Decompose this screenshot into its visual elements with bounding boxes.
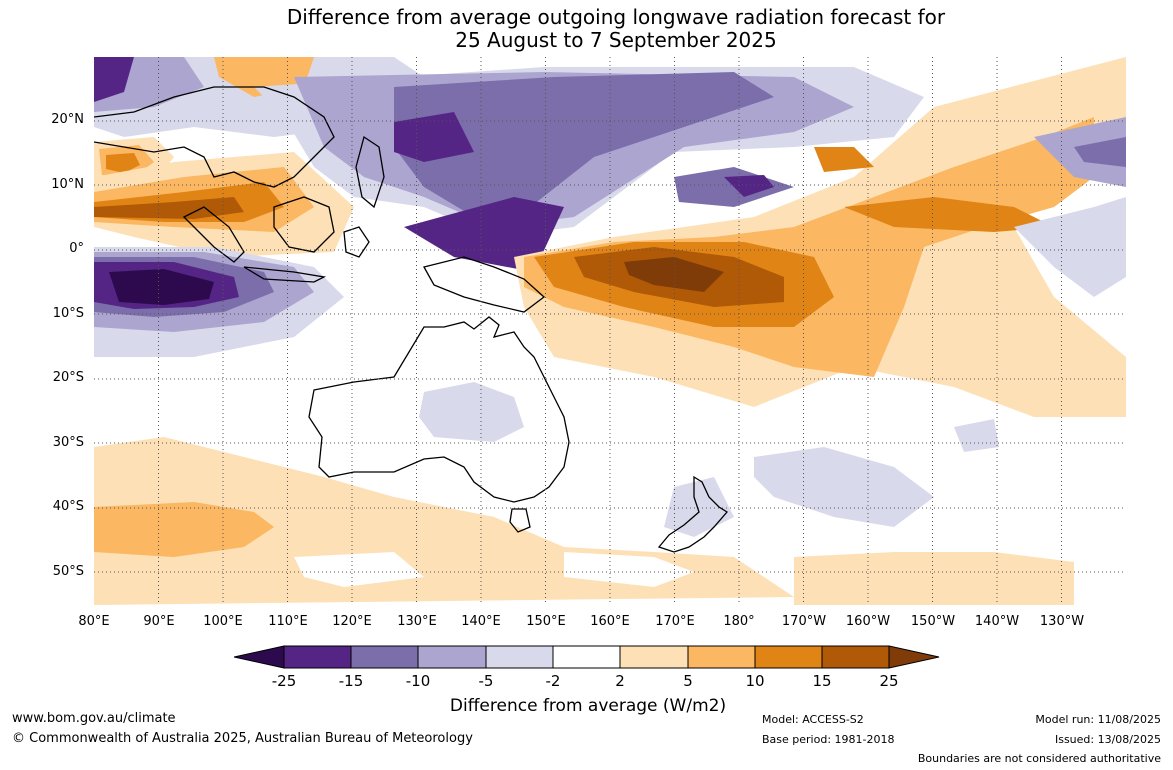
model-text: Model: ACCESS-S2: [762, 713, 864, 726]
issued-text: Issued: 13/08/2025: [1054, 733, 1161, 746]
colorbar: [234, 645, 940, 669]
colorbar-tick-label: -5: [478, 672, 494, 690]
lon-label-170e: 170°E: [655, 614, 695, 629]
tasmania-coastline: [509, 508, 531, 533]
lat-label-10s: 10°S: [52, 306, 84, 321]
colorbar-bin-3: [417, 645, 487, 669]
lat-label-30s: 30°S: [52, 435, 84, 450]
lon-label-80e: 80°E: [78, 614, 110, 629]
lon-label-140e: 140°E: [461, 614, 501, 629]
lon-label-100e: 100°E: [203, 614, 243, 629]
borneo-coastline: [273, 196, 335, 253]
lon-label-150w: 150°W: [910, 614, 956, 629]
colorbar-tick-label: 2: [615, 672, 625, 690]
lon-label-120e: 120°E: [332, 614, 372, 629]
map-title-line-2: 25 August to 7 September 2025: [455, 28, 777, 52]
lat-label-0: 0°: [69, 241, 84, 256]
new-zealand-coastline: [657, 475, 728, 553]
lon-label-90e: 90°E: [143, 614, 175, 629]
lon-label-130w: 130°W: [1039, 614, 1085, 629]
colorbar-bin-2: [350, 645, 419, 669]
java-coastline: [243, 266, 327, 283]
sulawesi-coastline: [343, 226, 370, 258]
colorbar-title: Difference from average (W/m2): [449, 696, 727, 716]
base-period-text: Base period: 1981-2018: [762, 733, 895, 746]
colorbar-bin-6: [619, 645, 689, 669]
model-run-text: Model run: 11/08/2025: [1035, 713, 1161, 726]
lon-label-160e: 160°E: [590, 614, 630, 629]
colorbar-tick-label: -2: [545, 672, 561, 690]
southern-ocean-positive-anomaly: [94, 437, 1074, 605]
lat-label-20n: 20°N: [51, 112, 84, 127]
lon-label-170w: 170°W: [781, 614, 827, 629]
sumatra-coastline: [182, 206, 245, 263]
lon-label-180: 180°: [723, 614, 755, 629]
lon-label-150e: 150°E: [526, 614, 566, 629]
eastern-indian-ocean-negative-anomaly: [94, 247, 344, 357]
graticule: [94, 57, 1126, 605]
lat-label-40s: 40°S: [52, 499, 84, 514]
colorbar-tick-label: 5: [683, 672, 693, 690]
colorbar-bin-7: [687, 645, 756, 669]
colorbar-bin-4: [485, 645, 554, 669]
colorbar-tick-label: 10: [745, 672, 765, 690]
lat-label-20s: 20°S: [52, 370, 84, 385]
central-pacific-positive-anomaly: [514, 57, 1126, 417]
se-pacific-negative-anomaly: [1014, 117, 1126, 297]
colorbar-low-extend: [234, 645, 285, 669]
colorbar-bin-8: [754, 645, 823, 669]
colorbar-high-extend: [888, 645, 940, 669]
new-guinea-coastline: [423, 256, 546, 313]
colorbar-bin-9: [821, 645, 890, 669]
coastlines: [94, 86, 728, 553]
southern-negative-anomaly-patches: [419, 382, 999, 537]
lon-label-110e: 110°E: [268, 614, 308, 629]
colorbar-tick-label: -25: [271, 672, 297, 690]
map-title-line-1: Difference from average outgoing longwav…: [286, 5, 946, 29]
lon-label-130e: 130°E: [397, 614, 437, 629]
warm-pool-negative-anomaly: [254, 67, 924, 272]
australia-coastline: [308, 316, 570, 503]
colorbar-tick-label: 15: [812, 672, 832, 690]
copyright-text: © Commonwealth of Australia 2025, Austra…: [12, 731, 473, 746]
lon-label-160w: 160°W: [845, 614, 891, 629]
website-text: www.bom.gov.au/climate: [12, 711, 176, 726]
colorbar-tick-label: -15: [338, 672, 364, 690]
olr-anomaly-map: [94, 57, 1126, 605]
lat-label-10n: 10°N: [51, 177, 84, 192]
colorbar-bin-5: [552, 645, 621, 669]
philippines-coastline: [355, 135, 385, 209]
disclaimer-text: Boundaries are not considered authoritat…: [917, 752, 1161, 765]
colorbar-bin-1: [283, 645, 352, 669]
colorbar-tick-label: -10: [405, 672, 431, 690]
colorbar-tick-label: 25: [879, 672, 899, 690]
lon-label-140w: 140°W: [974, 614, 1020, 629]
asia-coastline: [94, 86, 335, 188]
lat-label-50s: 50°S: [52, 564, 84, 579]
